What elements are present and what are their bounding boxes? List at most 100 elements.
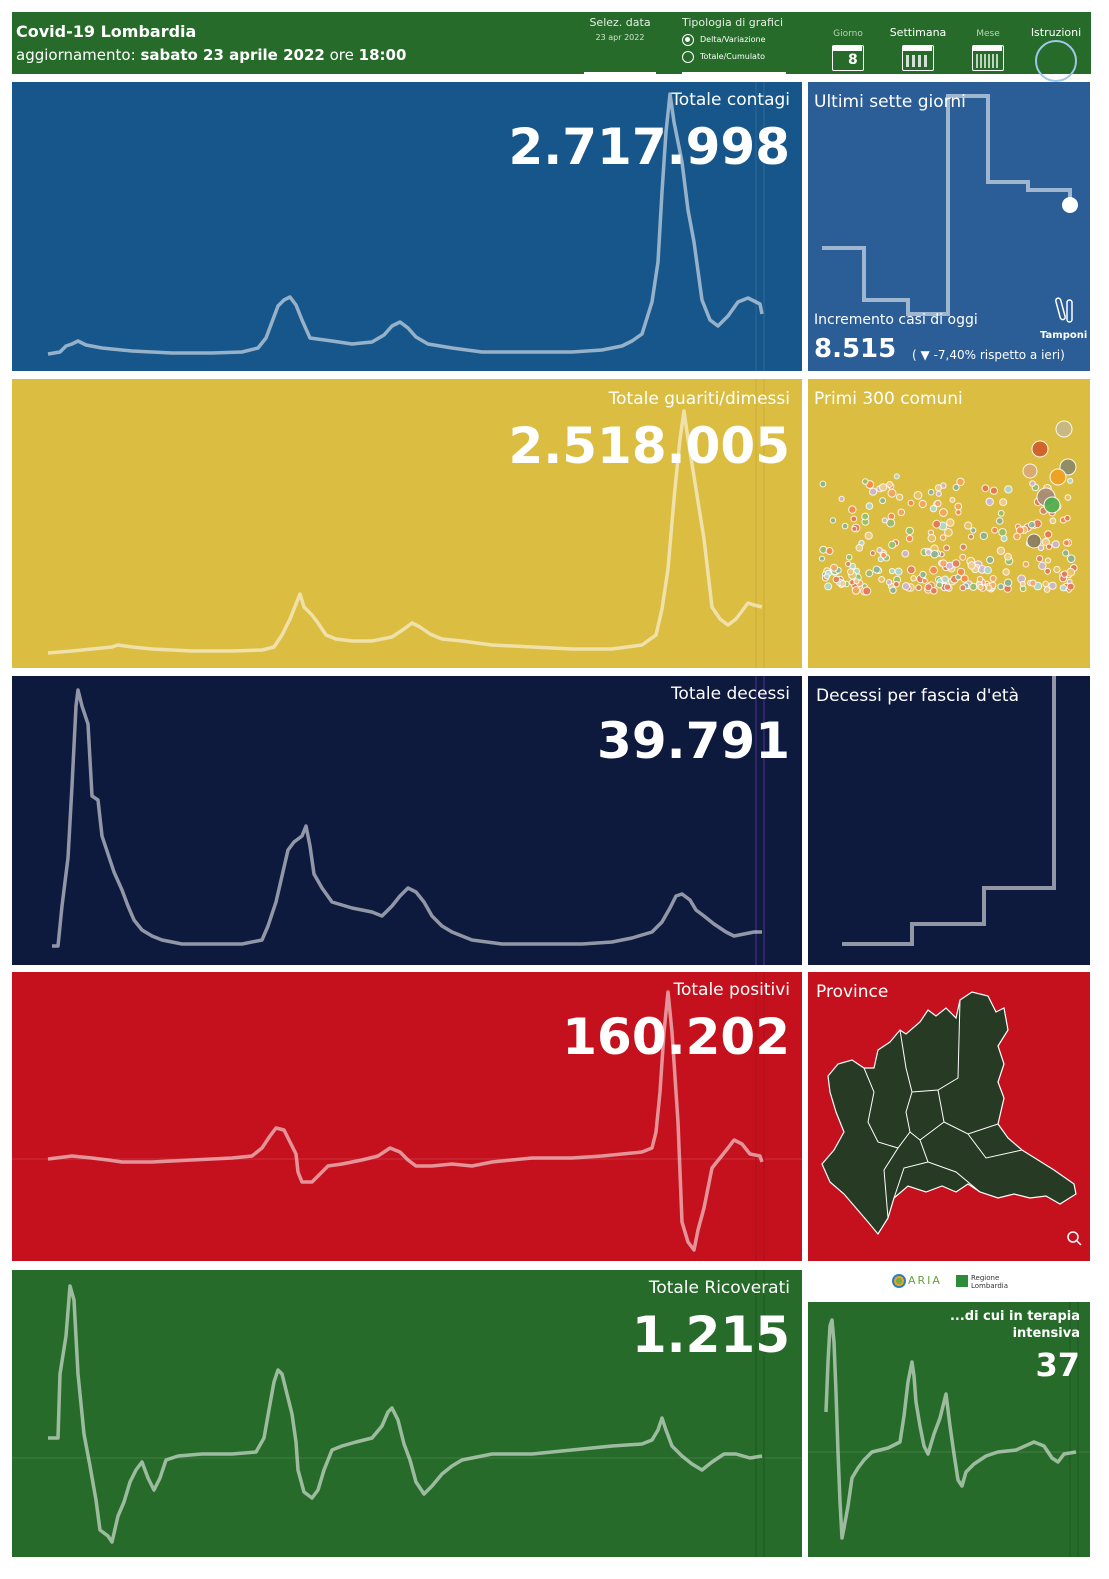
comune-bubble[interactable] — [1062, 549, 1070, 557]
comune-bubble[interactable] — [969, 582, 978, 591]
comune-bubble[interactable] — [893, 473, 900, 480]
comune-bubble[interactable] — [850, 515, 858, 523]
comune-bubble[interactable] — [1059, 584, 1067, 592]
comune-bubble[interactable] — [927, 533, 937, 543]
comune-bubble[interactable] — [915, 584, 922, 592]
comune-bubble[interactable] — [1067, 477, 1074, 484]
comune-bubble[interactable] — [999, 498, 1008, 507]
comune-bubble[interactable] — [825, 547, 834, 555]
panel-ultimi-sette-giorni[interactable]: Ultimi sette giorni Incremento casi di o… — [808, 82, 1090, 371]
comune-bubble[interactable] — [1045, 543, 1053, 550]
panel-totale-guariti[interactable]: Totale guariti/dimessi 2.518.005 — [12, 379, 802, 668]
comune-bubble[interactable] — [939, 508, 948, 517]
comune-bubble[interactable] — [855, 544, 864, 552]
comune-bubble[interactable] — [845, 554, 853, 561]
comune-bubble[interactable] — [998, 528, 1007, 537]
comune-bubble[interactable] — [861, 512, 870, 521]
panel-terapia-intensiva[interactable]: ...di cui in terapia intensiva 37 — [808, 1302, 1090, 1557]
comune-bubble[interactable] — [939, 534, 947, 541]
comune-bubble[interactable] — [1038, 561, 1047, 571]
comune-bubble[interactable] — [893, 580, 900, 588]
comune-bubble[interactable] — [930, 549, 939, 559]
comune-bubble[interactable] — [901, 582, 911, 591]
comune-bubble[interactable] — [865, 502, 874, 510]
comune-bubble[interactable] — [1041, 537, 1050, 547]
comune-bubble[interactable] — [1064, 514, 1071, 522]
comune-bubble[interactable] — [851, 525, 858, 532]
comune-bubble[interactable] — [943, 544, 951, 552]
comune-bubble[interactable] — [977, 583, 984, 591]
panel-province[interactable]: Province — [808, 972, 1090, 1261]
comune-bubble[interactable] — [910, 575, 917, 582]
comune-bubble[interactable] — [819, 555, 825, 562]
comune-bubble[interactable] — [943, 583, 952, 591]
comune-bubble[interactable] — [819, 480, 827, 488]
comune-bubble[interactable] — [1064, 494, 1072, 501]
comune-bubble[interactable] — [896, 493, 904, 501]
comune-bubble[interactable] — [869, 550, 876, 557]
comune-bubble[interactable] — [1004, 552, 1012, 561]
comune-bubble[interactable] — [889, 586, 897, 594]
comune-bubble[interactable] — [905, 534, 914, 543]
comune-bubble[interactable] — [1029, 579, 1037, 587]
comune-bubble[interactable] — [907, 499, 915, 507]
comune-bubble[interactable] — [879, 497, 886, 505]
comune-bubble[interactable] — [832, 575, 841, 584]
comune-bubble[interactable] — [1036, 555, 1044, 563]
comune-bubble[interactable] — [954, 502, 963, 511]
comune-bubble[interactable] — [986, 556, 995, 564]
comune-bubble[interactable] — [935, 490, 942, 497]
comune-bubble[interactable] — [1049, 517, 1057, 525]
comune-bubble[interactable] — [949, 496, 956, 503]
comune-bubble[interactable] — [1044, 530, 1053, 539]
comune-bubble[interactable] — [1060, 570, 1069, 578]
panel-totale-decessi[interactable]: Totale decessi 39.791 — [12, 676, 802, 965]
comune-bubble[interactable] — [886, 481, 894, 488]
comune-bubble[interactable] — [995, 517, 1004, 525]
comune-bubble[interactable] — [1053, 565, 1061, 574]
comune-bubble[interactable] — [905, 526, 914, 536]
comune-bubble[interactable] — [862, 478, 869, 485]
comune-bubble[interactable] — [1044, 557, 1052, 564]
comune-bubble[interactable] — [848, 505, 857, 514]
comune-bubble[interactable] — [919, 570, 927, 579]
comune-bubble[interactable] — [932, 519, 942, 529]
tamponi-button[interactable]: Tamponi — [1040, 294, 1087, 344]
comune-bubble[interactable] — [872, 565, 881, 574]
comune-bubble[interactable] — [929, 565, 938, 575]
comune-bubble[interactable] — [959, 543, 967, 551]
comune-bubble[interactable] — [959, 553, 967, 561]
comune-bubble[interactable] — [888, 540, 897, 549]
comune-bubble[interactable] — [1029, 480, 1036, 487]
comune-bubble[interactable] — [1044, 567, 1052, 575]
comune-bubble[interactable] — [1003, 578, 1013, 587]
comune-bubble[interactable] — [939, 559, 948, 568]
comune-bubble[interactable] — [979, 531, 989, 541]
comune-bubble[interactable] — [823, 573, 830, 580]
panel-totale-contagi[interactable]: Totale contagi 2.717.998 — [12, 82, 802, 371]
comune-bubble[interactable] — [885, 579, 893, 586]
date-selector[interactable]: Selez. data 23 apr 2022 — [584, 14, 656, 74]
comune-bubble[interactable] — [989, 575, 997, 582]
comune-bubble[interactable] — [894, 567, 903, 576]
comune-bubble[interactable] — [1000, 535, 1008, 542]
comune-bubble[interactable] — [849, 562, 857, 570]
comune-bubble[interactable] — [888, 567, 896, 575]
panel-totale-positivi[interactable]: Totale positivi 160.202 — [12, 972, 802, 1261]
comune-bubble[interactable] — [983, 566, 992, 575]
comune-bubble[interactable] — [970, 527, 977, 534]
comune-bubble[interactable] — [941, 575, 949, 584]
comune-bubble[interactable] — [930, 587, 938, 595]
comune-bubble[interactable] — [865, 569, 874, 578]
comune-bubble[interactable] — [985, 497, 994, 507]
comune-bubble[interactable] — [956, 477, 965, 487]
comune-bubble[interactable] — [934, 499, 942, 508]
comune-bubble[interactable] — [829, 517, 837, 524]
comune-bubble[interactable] — [985, 584, 993, 592]
comune-bubble[interactable] — [981, 484, 990, 493]
comune-bubble[interactable] — [918, 499, 927, 509]
panel-decessi-per-eta[interactable]: Decessi per fascia d'età — [808, 676, 1090, 965]
comune-bubble[interactable] — [991, 526, 999, 534]
comune-bubble[interactable] — [886, 518, 896, 528]
period-button-day[interactable]: Giorno 8 — [824, 16, 872, 72]
